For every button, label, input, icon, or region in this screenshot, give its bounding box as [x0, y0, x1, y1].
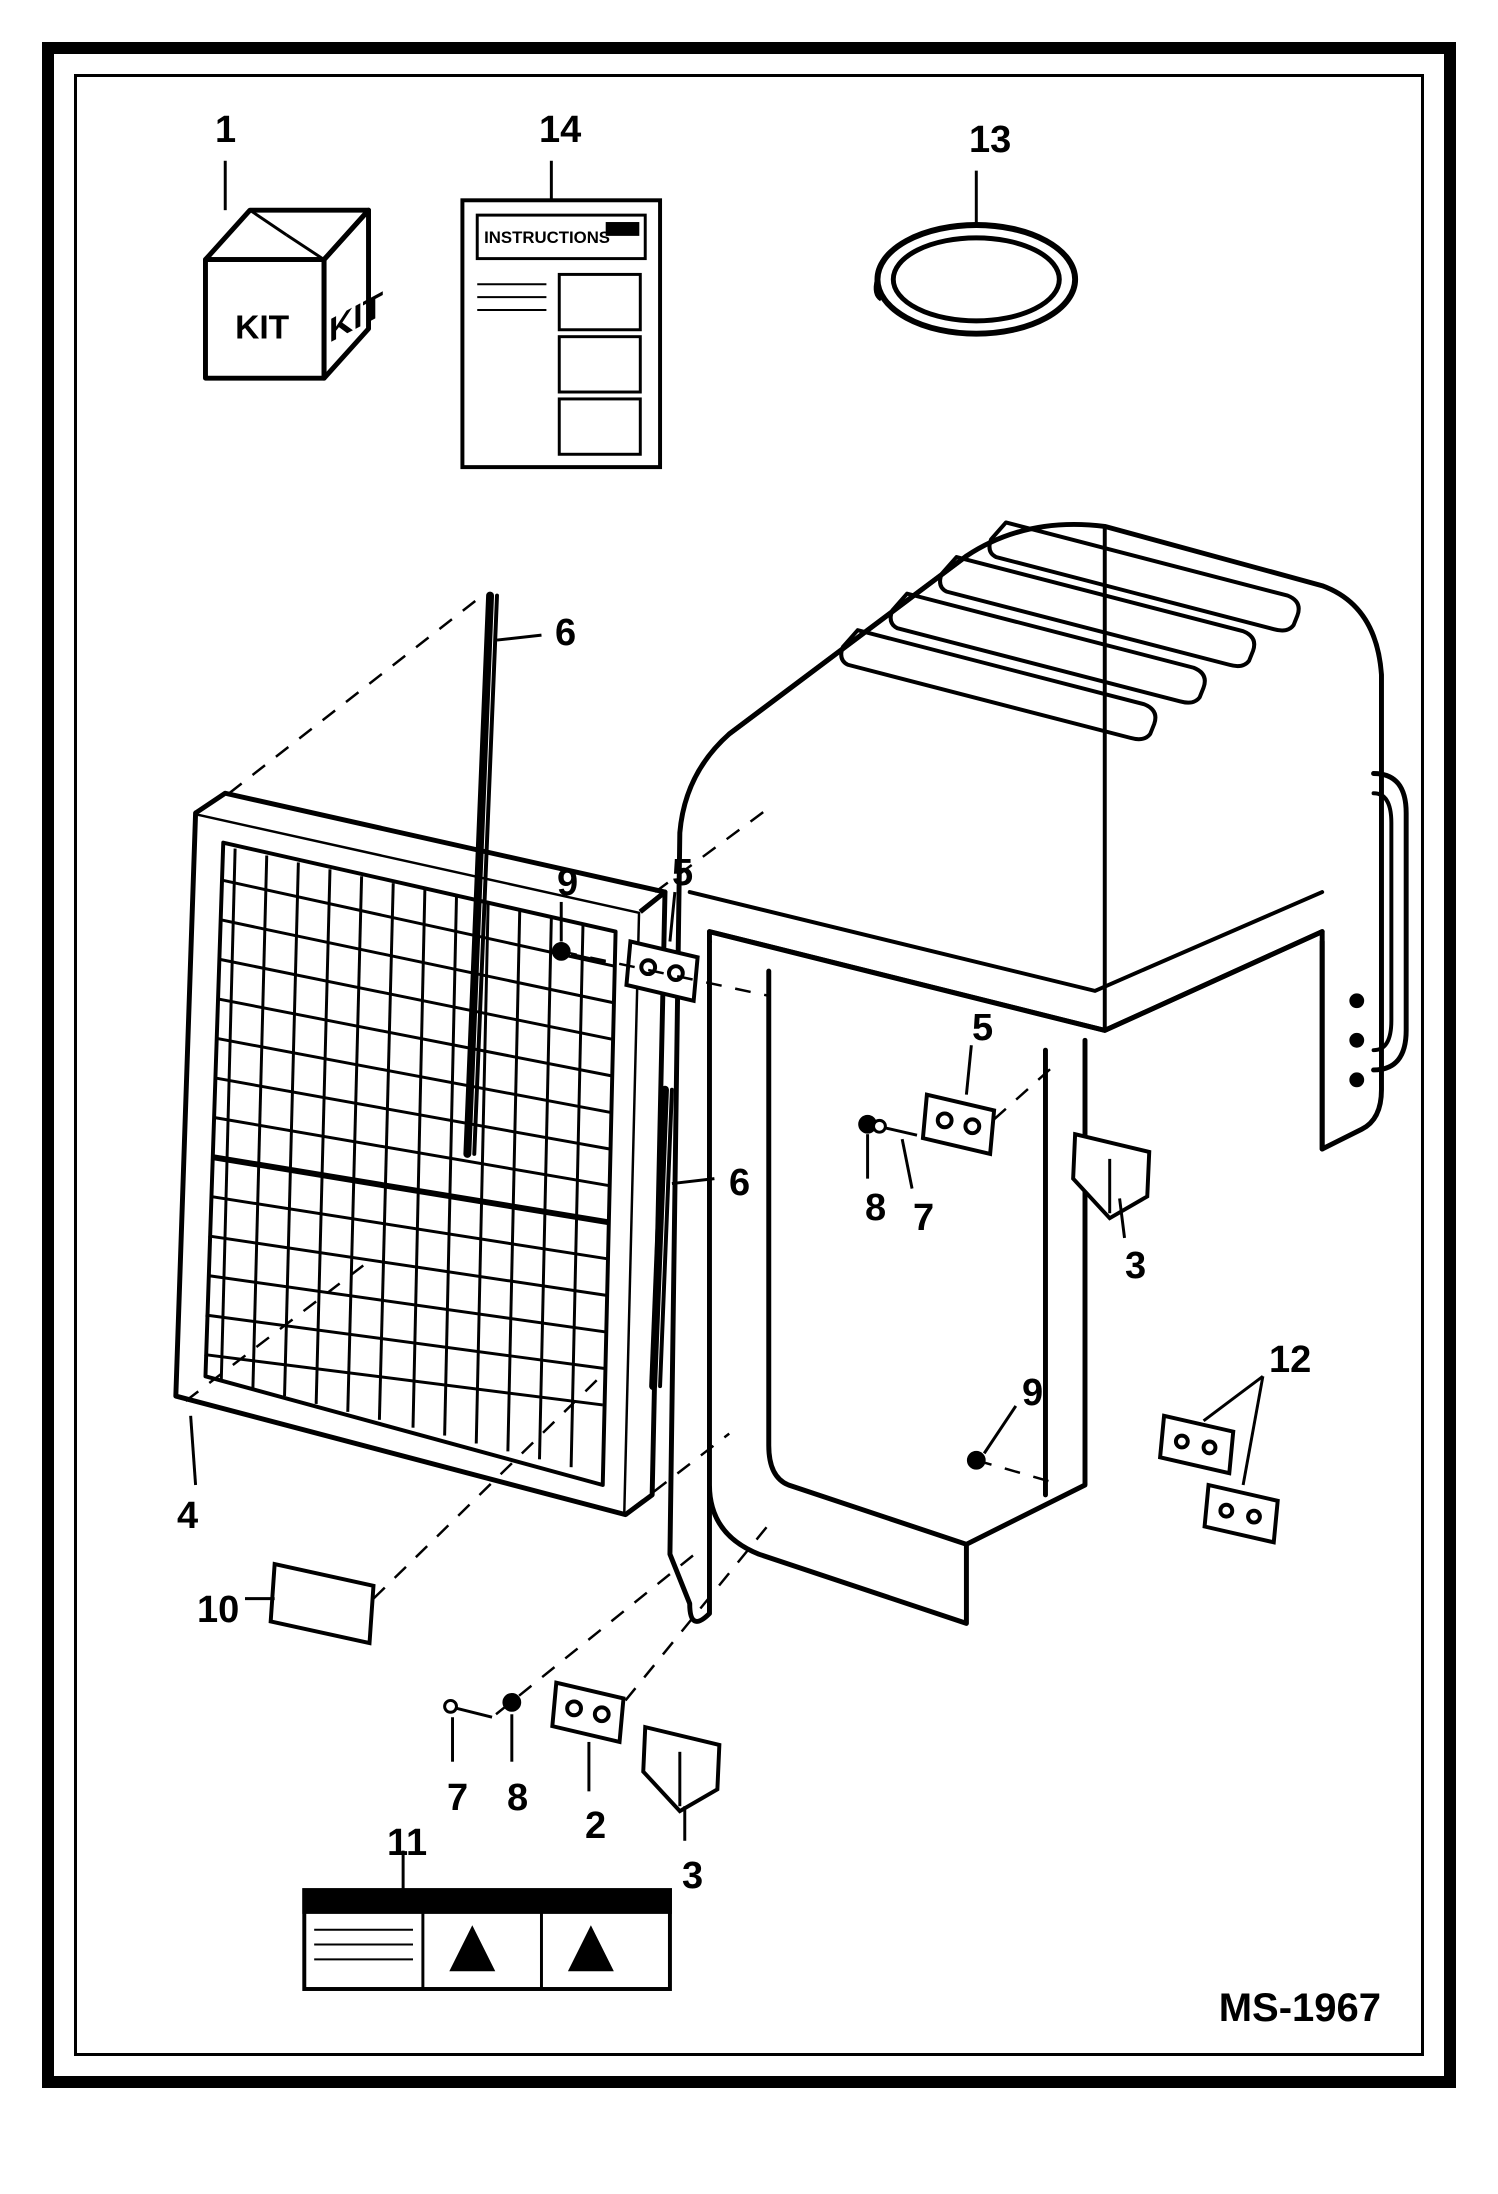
callout-5a: 5 [672, 852, 693, 895]
callout-6b: 6 [729, 1162, 750, 1205]
inner-frame: KIT KIT INSTRUCTIONS [74, 74, 1424, 2056]
bracket-5b [923, 1095, 994, 1154]
callout-7b: 7 [447, 1777, 468, 1820]
bracket-2 [552, 1683, 623, 1742]
diagram-svg: KIT KIT INSTRUCTIONS [77, 77, 1421, 2053]
callout-13: 13 [969, 119, 1011, 162]
callout-9b: 9 [1022, 1372, 1043, 1415]
page: KIT KIT INSTRUCTIONS [0, 0, 1498, 2194]
callout-7a: 7 [913, 1197, 934, 1240]
callout-5b: 5 [972, 1007, 993, 1050]
callout-8b: 8 [507, 1777, 528, 1820]
screw-7b [445, 1700, 492, 1717]
washer-8b [504, 1695, 520, 1711]
seal-ring [876, 225, 1075, 334]
callout-14: 14 [539, 109, 581, 152]
screw-7a [874, 1120, 917, 1135]
callout-12: 12 [1269, 1339, 1311, 1382]
drawing-number: MS-1967 [1219, 1986, 1381, 2031]
callout-4: 4 [177, 1495, 198, 1538]
outer-frame: KIT KIT INSTRUCTIONS [42, 42, 1456, 2088]
callout-9a: 9 [557, 862, 578, 905]
callout-3b: 3 [682, 1855, 703, 1898]
brackets-12 [1160, 1416, 1278, 1542]
instructions-title-text: INSTRUCTIONS [484, 228, 610, 247]
callout-3a: 3 [1125, 1245, 1146, 1288]
callout-2: 2 [585, 1805, 606, 1848]
kit-box [205, 210, 368, 378]
callout-6a: 6 [555, 612, 576, 655]
bracket-3b [643, 1727, 719, 1811]
canopy [670, 522, 1406, 1623]
callout-8a: 8 [865, 1187, 886, 1230]
callout-11: 11 [387, 1822, 427, 1865]
decal-11 [304, 1890, 670, 1989]
callout-1: 1 [215, 109, 236, 152]
kit-front-text: KIT [235, 310, 290, 347]
decal-10 [271, 1564, 374, 1643]
callout-10: 10 [197, 1589, 239, 1632]
